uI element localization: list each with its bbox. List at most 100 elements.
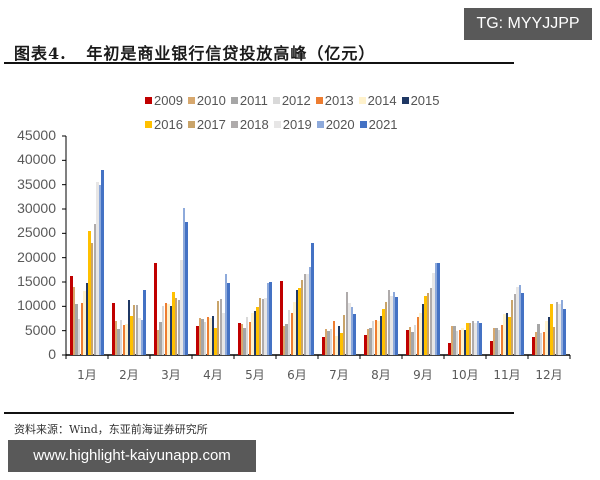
bar-2013-6 [290, 313, 294, 355]
legend-item-2018: 2018 [230, 116, 269, 132]
legend-label: 2010 [196, 92, 226, 108]
bar-2016-5 [256, 306, 259, 355]
bar-2019-11 [516, 287, 519, 355]
bar-2020-11 [518, 285, 522, 355]
bar-2017-4 [216, 301, 220, 355]
y-tick-label: 25000 [17, 224, 56, 241]
bar-2009-11 [490, 340, 493, 355]
legend-swatch-icon [230, 120, 238, 128]
bar-2015-6 [295, 290, 299, 355]
legend-swatch-icon [187, 96, 195, 104]
bar-2010-4 [198, 317, 202, 355]
bar-2013-1 [80, 302, 84, 355]
bar-2019-5 [264, 297, 267, 355]
bar-2017-6 [300, 280, 304, 355]
bar-2017-1 [90, 242, 94, 355]
bar-2012-7 [329, 328, 333, 355]
legend-item-2010: 2010 [187, 92, 226, 108]
bar-2018-1 [93, 224, 97, 355]
legend-label: 2011 [239, 92, 268, 108]
legend-item-2021: 2021 [359, 117, 398, 132]
bar-2009-3 [154, 263, 157, 355]
source-note: 资料来源：Wind，东亚前海证券研究所 [14, 423, 208, 436]
bar-2013-11 [500, 324, 504, 355]
legend-swatch-icon [401, 96, 409, 104]
legend-item-2014: 2014 [358, 93, 397, 108]
bar-2021-11 [521, 293, 524, 355]
bar-2011-5 [243, 328, 246, 355]
bar-2018-3 [177, 300, 181, 355]
bar-2012-5 [245, 316, 249, 355]
bar-2009-12 [532, 336, 535, 355]
bar-2012-11 [497, 329, 501, 355]
legend-swatch-icon [359, 120, 367, 128]
bar-2018-11 [513, 294, 517, 355]
bar-2017-8 [384, 301, 388, 355]
bar-2013-12 [542, 331, 546, 355]
legend-swatch-icon [145, 120, 152, 128]
bar-2021-1 [101, 170, 104, 355]
bar-2017-11 [510, 300, 514, 355]
bar-2015-11 [505, 312, 509, 355]
bar-2018-8 [387, 290, 391, 355]
bar-2011-11 [495, 327, 498, 355]
bar-2009-6 [280, 280, 283, 355]
bar-2014-1 [83, 290, 86, 355]
bar-2009-10 [448, 342, 451, 355]
bar-2009-5 [238, 322, 241, 355]
bar-2020-9 [434, 262, 438, 355]
bar-2012-2 [119, 320, 123, 355]
bar-2010-3 [156, 330, 160, 355]
bar-2013-10 [458, 330, 462, 355]
legend-item-2013: 2013 [315, 93, 354, 108]
bar-2014-7 [335, 336, 338, 355]
bar-2013-3 [164, 303, 168, 355]
legend-label: 2015 [410, 92, 440, 108]
bar-2014-9 [419, 313, 422, 355]
bar-2016-11 [508, 316, 511, 355]
bar-2011-7 [327, 331, 330, 355]
y-tick-label: 10000 [17, 297, 56, 314]
bar-2010-11 [492, 327, 496, 355]
bar-2011-1 [75, 304, 78, 355]
y-tick-label: 15000 [17, 273, 56, 289]
bar-2015-10 [463, 330, 467, 355]
bar-2019-8 [390, 296, 393, 355]
bar-2018-2 [135, 305, 139, 355]
bar-2012-10 [455, 330, 459, 355]
bar-2017-12 [552, 326, 556, 355]
y-tick-label: 45000 [17, 127, 56, 143]
bar-2021-5 [269, 282, 272, 355]
y-tick-label: 35000 [17, 175, 56, 192]
legend-label: 2018 [239, 116, 269, 132]
x-tick-label: 12月 [535, 368, 563, 382]
legend-item-2016: 2016 [145, 117, 183, 132]
bar-2015-1 [85, 283, 89, 355]
bar-2016-1 [88, 231, 91, 355]
bar-2011-8 [369, 328, 372, 355]
x-tick-label: 7月 [329, 368, 349, 382]
bar-2021-4 [227, 283, 230, 355]
bar-2016-4 [214, 327, 217, 355]
bar-2010-12 [534, 331, 538, 355]
bar-2013-9 [416, 316, 420, 355]
legend-swatch-icon [272, 96, 280, 104]
x-tick-label: 4月 [203, 368, 223, 382]
x-tick-label: 10月 [451, 368, 479, 382]
bar-2017-5 [258, 298, 262, 355]
bar-2019-9 [432, 272, 435, 355]
legend-item-2019: 2019 [273, 117, 312, 132]
bar-2020-6 [308, 266, 312, 355]
bar-2013-2 [122, 324, 126, 355]
bar-2018-10 [471, 320, 475, 355]
bar-2018-4 [219, 299, 223, 355]
legend-item-2020: 2020 [316, 117, 355, 132]
bar-2018-6 [303, 273, 307, 355]
bar-2009-4 [196, 326, 199, 355]
bar-2016-9 [424, 295, 427, 355]
bar-2016-8 [382, 308, 385, 355]
bar-2012-8 [371, 320, 375, 355]
bar-2021-2 [143, 289, 146, 355]
y-tick-label: 0 [48, 346, 56, 362]
legend-item-2015: 2015 [401, 92, 440, 108]
